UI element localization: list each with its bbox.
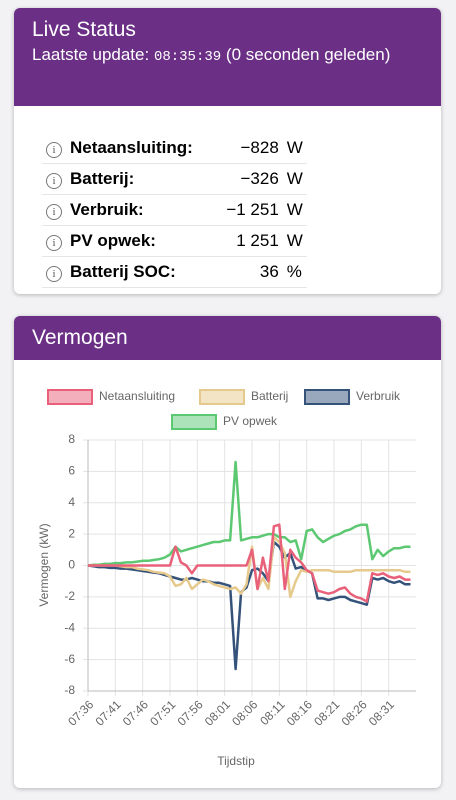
row-label: PV opwek: bbox=[66, 225, 197, 257]
y-tick-label: -2 bbox=[64, 589, 75, 603]
series-line bbox=[88, 523, 411, 603]
update-label: Laatste update: bbox=[32, 45, 150, 64]
row-value: −828 bbox=[196, 133, 283, 164]
series-line bbox=[87, 460, 411, 567]
legend-swatch bbox=[47, 389, 93, 405]
y-tick-label: 2 bbox=[68, 526, 75, 540]
card-title: Vermogen bbox=[32, 326, 128, 349]
legend-swatch bbox=[171, 414, 217, 430]
series-line bbox=[88, 536, 411, 599]
y-tick-label: 6 bbox=[68, 464, 75, 478]
legend-label: Netaansluiting bbox=[99, 389, 175, 403]
row-value: −1 251 bbox=[196, 194, 283, 226]
info-icon[interactable]: i bbox=[42, 133, 66, 164]
row-label: Batterij: bbox=[66, 163, 197, 195]
status-row: i Batterij: −326 W bbox=[42, 163, 307, 195]
status-row: i PV opwek: 1 251 W bbox=[42, 225, 307, 257]
card-header: Live Status Laatste update: 08:35:39 (0 … bbox=[14, 8, 441, 106]
status-row: i Verbruik: −1 251 W bbox=[42, 194, 307, 226]
y-axis-label: Vermogen (kW) bbox=[37, 523, 51, 606]
y-tick-label: 8 bbox=[68, 432, 75, 446]
card-header: Vermogen bbox=[14, 316, 441, 360]
x-tick-label: 08:01 bbox=[202, 697, 233, 728]
info-icon[interactable]: i bbox=[42, 163, 66, 195]
row-value: −326 bbox=[196, 163, 283, 195]
x-tick-label: 08:31 bbox=[366, 697, 397, 728]
row-label: Batterij SOC: bbox=[66, 256, 197, 288]
x-tick-label: 08:16 bbox=[284, 697, 315, 728]
legend-swatch bbox=[304, 389, 350, 405]
x-tick-label: 07:51 bbox=[147, 697, 178, 728]
row-value: 1 251 bbox=[196, 225, 283, 257]
legend-label: Verbruik bbox=[356, 389, 401, 403]
row-unit: % bbox=[282, 256, 307, 288]
x-tick-label: 07:56 bbox=[175, 697, 206, 728]
y-tick-label: -6 bbox=[64, 652, 75, 666]
card-title: Live Status bbox=[32, 18, 136, 41]
update-line: Laatste update: 08:35:39 (0 seconden gel… bbox=[32, 44, 423, 68]
x-tick-label: 08:21 bbox=[311, 697, 342, 728]
update-suffix: (0 seconden geleden) bbox=[225, 45, 391, 64]
info-icon[interactable]: i bbox=[42, 194, 66, 226]
row-unit: W bbox=[282, 194, 307, 226]
legend-swatch bbox=[199, 389, 245, 405]
x-tick-label: 08:26 bbox=[339, 697, 370, 728]
y-tick-label: -4 bbox=[64, 620, 75, 634]
x-tick-label: 08:06 bbox=[229, 697, 260, 728]
x-tick-label: 07:36 bbox=[65, 697, 96, 728]
x-tick-label: 08:11 bbox=[257, 697, 288, 728]
live-status-card: Live Status Laatste update: 08:35:39 (0 … bbox=[14, 8, 441, 294]
x-axis-label: Tijdstip bbox=[217, 754, 255, 768]
info-icon[interactable]: i bbox=[42, 256, 66, 288]
status-row: i Batterij SOC: 36% bbox=[42, 256, 307, 288]
row-label: Netaansluiting: bbox=[66, 133, 197, 164]
x-tick-label: 07:41 bbox=[93, 697, 124, 728]
info-icon[interactable]: i bbox=[42, 225, 66, 257]
row-unit: W bbox=[282, 225, 307, 257]
legend-label: PV opwek bbox=[223, 414, 278, 428]
y-tick-label: 0 bbox=[68, 558, 75, 572]
row-value: 36 bbox=[196, 256, 283, 288]
series-line bbox=[87, 540, 411, 671]
y-tick-label: 4 bbox=[68, 495, 75, 509]
x-tick-label: 07:46 bbox=[120, 697, 151, 728]
row-unit: W bbox=[282, 163, 307, 195]
legend-label: Batterij bbox=[251, 389, 288, 403]
row-label: Verbruik: bbox=[66, 194, 197, 226]
update-time: 08:35:39 bbox=[153, 49, 222, 65]
row-unit: W bbox=[282, 133, 307, 164]
y-tick-label: -8 bbox=[64, 683, 75, 697]
status-row: i Netaansluiting: −828 W bbox=[42, 133, 307, 164]
